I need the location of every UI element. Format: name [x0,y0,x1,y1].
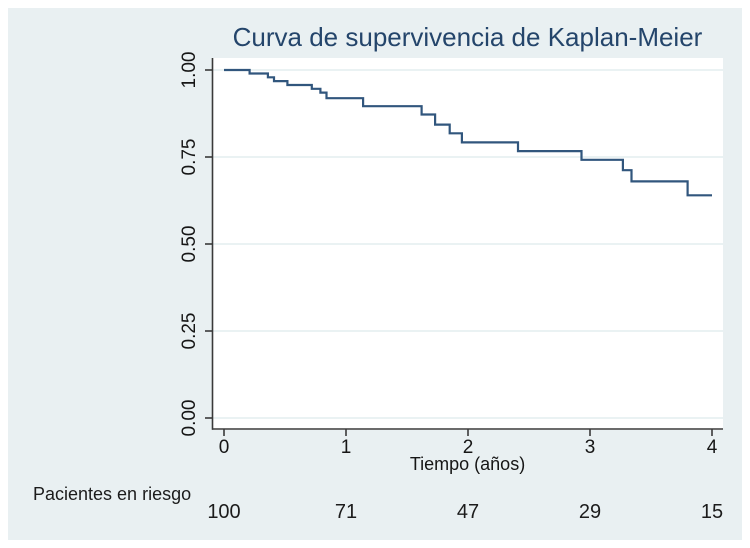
y-tick-label-1.00: 1.00 [179,51,200,89]
y-tick-label-0.75: 0.75 [179,138,200,176]
risk-count-t1: 71 [334,501,358,523]
x-tick-label-3: 3 [584,437,596,458]
x-tick-label-4: 4 [706,437,718,458]
chart-title: Curva de supervivencia de Kaplan-Meier [232,22,703,52]
survival-curve [224,68,712,197]
risk-count-t3: 29 [578,501,602,523]
y-tick-label-0.25: 0.25 [179,312,200,350]
x-tick-label-2: 2 [462,437,474,458]
risk-table-label: Pacientes en riesgo [33,484,192,504]
risk-count-t2: 47 [456,501,480,523]
risk-count-t4: 15 [700,501,724,523]
x-tick-label-0: 0 [218,437,230,458]
x-tick-label-1: 1 [340,437,352,458]
y-tick-label-0.50: 0.50 [179,225,200,263]
x-axis-label: Tiempo (años) [409,454,526,474]
y-tick-label-0.00: 0.00 [179,399,200,437]
risk-count-t0: 100 [207,501,241,523]
